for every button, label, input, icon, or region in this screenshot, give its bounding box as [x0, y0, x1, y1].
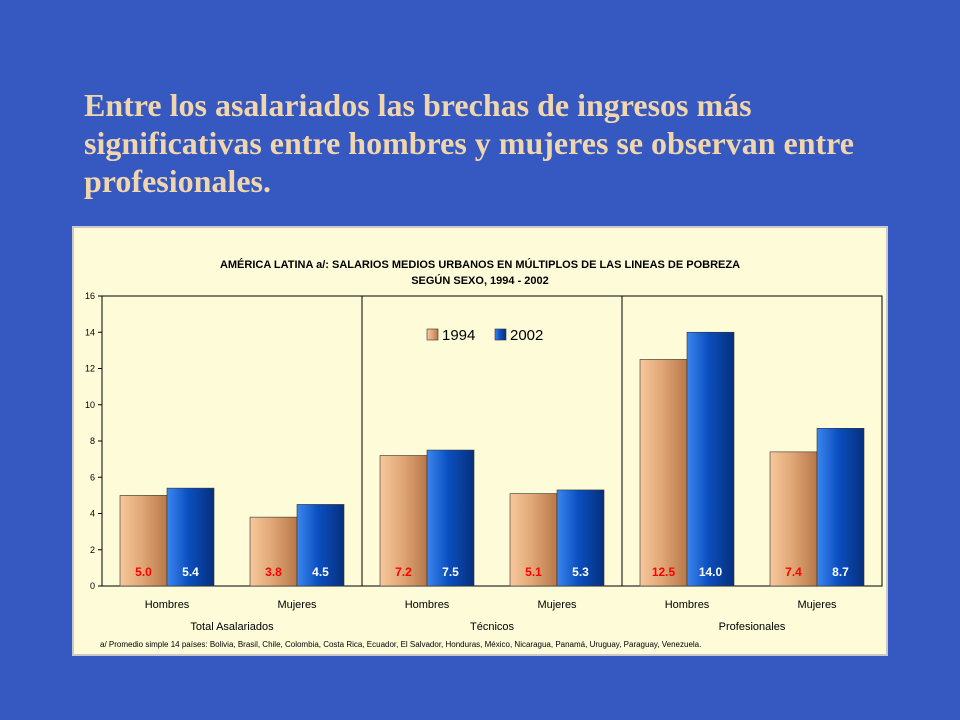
- category-label: Hombres: [665, 599, 710, 611]
- bar-1994-5: [769, 451, 818, 587]
- value-label: 14.0: [699, 565, 723, 579]
- value-label: 12.5: [652, 565, 676, 579]
- group-label: Profesionales: [719, 621, 786, 633]
- value-label: 5.4: [182, 565, 199, 579]
- y-tick-label: 14: [85, 327, 95, 337]
- value-label: 5.0: [135, 565, 152, 579]
- category-label: Mujeres: [537, 599, 577, 611]
- chart-panel: AMÉRICA LATINA a/: SALARIOS MEDIOS URBAN…: [72, 226, 888, 656]
- y-tick-label: 2: [90, 545, 95, 555]
- category-label: Mujeres: [797, 599, 837, 611]
- value-label: 7.5: [442, 565, 459, 579]
- y-tick-label: 10: [85, 400, 95, 410]
- bar-1994-4: [639, 359, 688, 587]
- value-label: 5.1: [525, 565, 542, 579]
- value-labels: 5.0 5.4 3.8 4.5 7.2 7.5 5.1 5.3 12.5 14.0 7.4 8.7: [135, 565, 849, 579]
- legend: 1994 2002: [426, 327, 543, 344]
- category-labels: Hombres Mujeres Hombres Mujeres Hombres Mujer…: [145, 599, 837, 611]
- bar-1994-1: [249, 516, 298, 587]
- bar-2002-4: [686, 331, 735, 587]
- value-label: 7.2: [395, 565, 412, 579]
- bar-2002-1: [296, 504, 345, 587]
- category-label: Hombres: [145, 599, 190, 611]
- bar-2002-3: [556, 489, 605, 587]
- bar-1994-0: [119, 495, 168, 587]
- bar-2002-0: [166, 487, 215, 587]
- group-separators: [361, 296, 623, 586]
- value-label: 5.3: [572, 565, 589, 579]
- value-label: 4.5: [312, 565, 329, 579]
- legend-swatch-2002: [494, 328, 507, 341]
- legend-swatch-1994: [426, 328, 439, 341]
- value-label: 8.7: [832, 565, 849, 579]
- chart-title: AMÉRICA LATINA a/: SALARIOS MEDIOS URBAN…: [220, 258, 740, 271]
- y-tick-label: 16: [85, 291, 95, 301]
- group-labels: Total Asalariados Técnicos Profesionales: [190, 621, 785, 633]
- bar-2002-2: [426, 449, 475, 587]
- y-axis: 0 2 4 6 8 10 12 14 16: [85, 291, 102, 591]
- y-tick-label: 12: [85, 364, 95, 374]
- chart-panel-background: [72, 226, 888, 656]
- chart-subtitle: SEGÚN SEXO, 1994 - 2002: [411, 274, 549, 287]
- value-label: 3.8: [265, 565, 282, 579]
- chart-footnote: a/ Promedio simple 14 países: Bolivia, B…: [100, 640, 701, 649]
- bar-chart: AMÉRICA LATINA a/: SALARIOS MEDIOS URBAN…: [72, 226, 888, 656]
- y-tick-label: 0: [90, 581, 95, 591]
- bars: [119, 331, 865, 587]
- group-label: Total Asalariados: [190, 621, 274, 633]
- y-tick-label: 4: [90, 509, 95, 519]
- legend-label: 2002: [510, 327, 543, 344]
- y-tick-label: 8: [90, 436, 95, 446]
- group-label: Técnicos: [470, 621, 515, 633]
- bar-2002-5: [816, 428, 865, 587]
- slide-title: Entre los asalariados las brechas de ing…: [84, 87, 854, 199]
- bar-1994-2: [379, 455, 428, 587]
- category-label: Hombres: [405, 599, 450, 611]
- value-label: 7.4: [785, 565, 802, 579]
- y-tick-label: 6: [90, 472, 95, 482]
- legend-label: 1994: [442, 327, 475, 344]
- category-label: Mujeres: [277, 599, 317, 611]
